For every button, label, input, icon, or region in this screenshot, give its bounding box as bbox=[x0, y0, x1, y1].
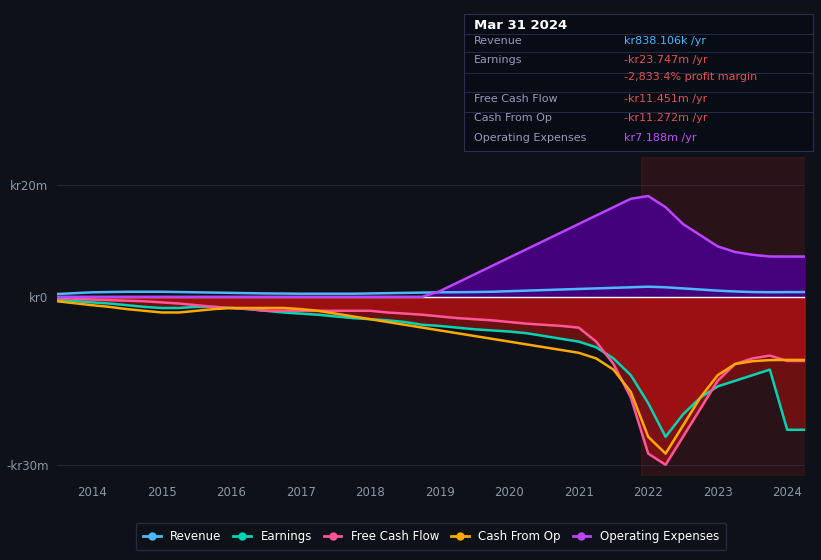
Text: Free Cash Flow: Free Cash Flow bbox=[475, 94, 558, 104]
Text: kr7.188m /yr: kr7.188m /yr bbox=[624, 133, 697, 143]
Legend: Revenue, Earnings, Free Cash Flow, Cash From Op, Operating Expenses: Revenue, Earnings, Free Cash Flow, Cash … bbox=[136, 522, 726, 550]
Bar bbox=[641, 157, 808, 476]
Text: Revenue: Revenue bbox=[475, 36, 523, 46]
Text: Cash From Op: Cash From Op bbox=[475, 113, 553, 123]
Text: Mar 31 2024: Mar 31 2024 bbox=[475, 19, 567, 32]
Text: kr838.106k /yr: kr838.106k /yr bbox=[624, 36, 706, 46]
Text: -kr11.272m /yr: -kr11.272m /yr bbox=[624, 113, 708, 123]
Text: Operating Expenses: Operating Expenses bbox=[475, 133, 587, 143]
Text: -kr11.451m /yr: -kr11.451m /yr bbox=[624, 94, 708, 104]
Text: Earnings: Earnings bbox=[475, 55, 523, 65]
Text: -kr23.747m /yr: -kr23.747m /yr bbox=[624, 55, 708, 65]
Text: -2,833.4% profit margin: -2,833.4% profit margin bbox=[624, 72, 758, 82]
